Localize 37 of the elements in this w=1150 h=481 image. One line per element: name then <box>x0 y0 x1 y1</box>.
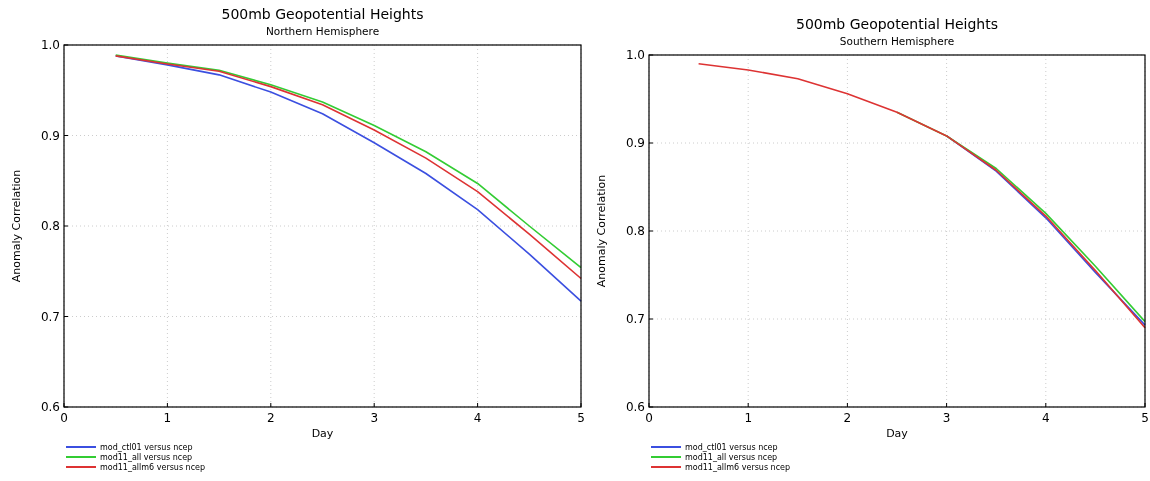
x-tick-label: 3 <box>370 411 379 425</box>
line-series <box>697 63 1146 329</box>
x-axis-title: Day <box>311 427 334 440</box>
y-axis-title: Anomaly Correlation <box>595 174 608 288</box>
x-tick-label: 0 <box>60 411 68 425</box>
legend-label: mod11_allm6 versus ncep <box>100 463 206 472</box>
y-tick-label: 0.6 <box>625 400 645 414</box>
x-tick-label: 0 <box>645 411 653 425</box>
x-tick-label: 5 <box>1141 411 1149 425</box>
chart-title: 500mb Geopotential Heights <box>795 16 999 32</box>
x-tick-label: 2 <box>843 411 852 425</box>
y-tick-label: 0.8 <box>40 219 60 233</box>
x-tick-label: 1 <box>744 411 753 425</box>
legend-label: mod11_all versus ncep <box>685 453 778 462</box>
x-tick-label: 3 <box>942 411 951 425</box>
legend-label: mod11_all versus ncep <box>100 453 193 462</box>
legend-label: mod_ctl01 versus ncep <box>685 443 778 452</box>
y-tick-label: 0.7 <box>40 309 60 324</box>
x-axis-title: Day <box>886 427 909 440</box>
x-tick-label: 1 <box>163 411 172 425</box>
legend-label: mod11_allm6 versus ncep <box>685 463 791 472</box>
y-tick-label: 1.0 <box>625 48 645 62</box>
x-tick-label: 4 <box>1041 411 1050 425</box>
y-tick-label: 0.6 <box>40 400 60 414</box>
y-tick-label: 0.7 <box>625 312 645 326</box>
x-tick-label: 4 <box>473 411 482 425</box>
x-tick-label: 5 <box>577 411 585 425</box>
y-axis-title: Anomaly Correlation <box>10 169 23 283</box>
chart-subtitle: Southern Hemisphere <box>839 35 955 47</box>
y-tick-label: 0.8 <box>625 224 645 238</box>
y-tick-label: 0.9 <box>40 128 60 143</box>
legend-label: mod_ctl01 versus ncep <box>100 443 193 452</box>
y-tick-label: 0.9 <box>625 136 645 150</box>
x-tick-label: 2 <box>266 411 275 425</box>
chart-title: 500mb Geopotential Heights <box>221 6 424 22</box>
y-tick-label: 1.0 <box>40 38 60 52</box>
chart-subtitle: Northern Hemisphere <box>265 25 380 37</box>
